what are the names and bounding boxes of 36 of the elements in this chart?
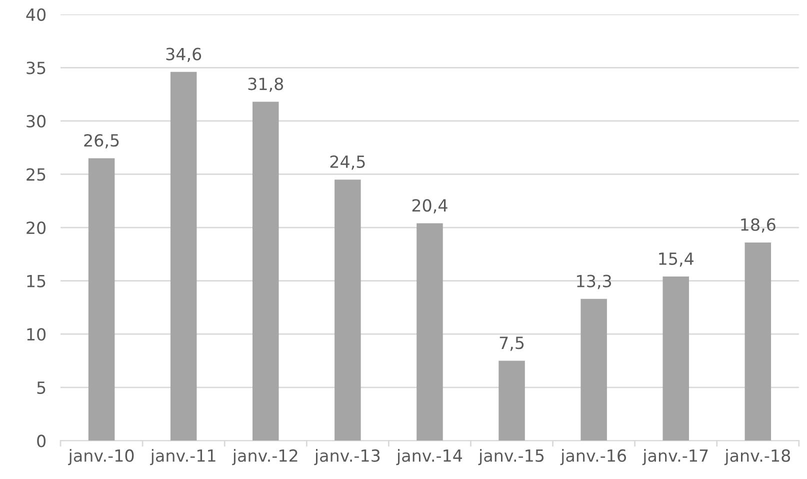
data-label: 26,5 [84,134,119,148]
data-label: 31,8 [248,78,284,92]
x-tick-label: janv.-11 [150,449,216,466]
data-label: 20,4 [412,199,448,214]
data-label: 15,4 [659,252,694,267]
x-tick-label: janv.-10 [68,449,134,466]
x-tick-label: janv.-12 [232,449,298,466]
y-tick-label: 25 [26,168,46,181]
y-tick-label: 30 [26,114,46,128]
bar [662,276,689,441]
bar [744,242,772,441]
y-tick-label: 35 [26,62,46,74]
data-label: 7,5 [500,336,524,351]
y-tick-label: 10 [27,328,46,341]
x-tick-label: janv.-18 [724,449,790,466]
data-label: 18,6 [741,218,776,233]
x-tick-label: janv.-13 [314,449,380,466]
bar [334,180,361,441]
bar [170,72,197,441]
y-tick-label: 40 [26,8,46,21]
bar [580,298,607,441]
data-label: 24,5 [330,155,365,170]
y-tick-label: 5 [37,382,46,394]
bar [416,223,443,441]
data-label: 34,6 [166,48,202,62]
x-tick-label: janv.-14 [396,449,462,466]
x-tick-label: janv.-15 [478,449,544,466]
bar [252,102,279,441]
y-tick-label: 20 [26,221,46,234]
bar [498,360,525,441]
x-tick-label: janv.-16 [560,449,626,466]
data-label: 13,3 [577,274,612,290]
x-tick-label: janv.-17 [642,449,708,466]
y-tick-label: 0 [37,434,46,448]
bar [88,158,115,441]
y-tick-label: 15 [27,274,46,288]
